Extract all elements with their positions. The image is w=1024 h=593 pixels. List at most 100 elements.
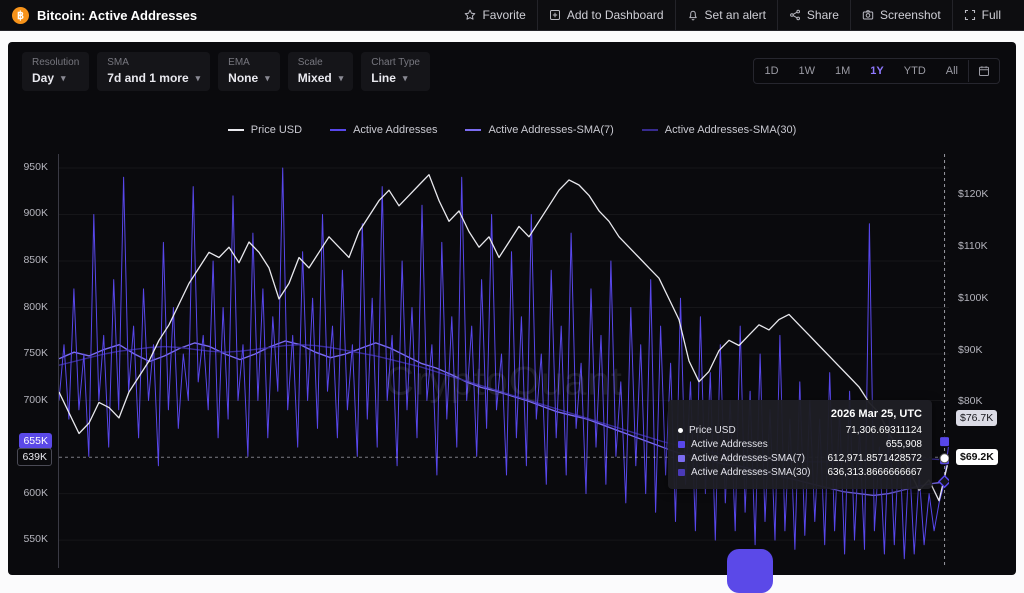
range-all-button[interactable]: All [945,65,958,77]
y-axis-tick-label: 800K [23,300,48,313]
range-ytd-button[interactable]: YTD [903,65,926,77]
control-label: SMA [107,57,129,68]
screenshot-icon [862,9,874,21]
chart-panel: Resolution Day ▾ SMA 7d and 1 more ▾ EMA None ▾ S… [8,42,1016,575]
share-button[interactable]: Share [776,0,850,31]
axis-value-badge: $76.7K [956,410,998,427]
range-1w-button[interactable]: 1W [798,65,816,77]
tooltip-series-label: Active Addresses-SMA(30) [691,467,811,478]
control-value: Day ▾ [32,71,79,85]
range-1m-button[interactable]: 1M [835,65,851,77]
legend-swatch [330,129,347,131]
calendar-button[interactable] [968,60,999,82]
dashboard-button[interactable]: Add to Dashboard [536,0,675,31]
y-axis-tick-label: 950K [23,160,48,173]
series-line-price-usd [59,174,949,502]
control-label: EMA [228,57,250,68]
tooltip-series-value: 71,306.69311124 [845,425,922,436]
y-axis-tick-label: 550K [23,533,48,546]
action-label: Full [981,8,1001,22]
y-axis-tick-label: $90K [958,343,983,356]
chevron-down-icon: ▾ [61,72,66,83]
chart-plot-area[interactable]: CryptoQuant [58,154,949,568]
tooltip-row: Price USD 71,306.69311124 [678,425,922,436]
series-marker-icon [678,455,685,462]
control-selected-value: Line [371,71,396,85]
header-actions: Favorite Add to Dashboard Set an alert Shar… [453,0,1012,31]
legend-label: Active Addresses [353,124,438,136]
header: ฿ Bitcoin: Active Addresses Favorite Add … [0,0,1024,31]
action-label: Share [806,8,839,22]
tooltip-series-label: Active Addresses-SMA(7) [691,453,805,464]
legend-item-2[interactable]: Active Addresses [330,124,437,136]
control-label: Resolution [32,57,80,68]
legend-swatch [227,129,244,131]
right-y-axis: $120K $110K $100K $90K $80K $76.7K $69.2K [956,154,1014,568]
page-title: Bitcoin: Active Addresses [37,7,198,23]
star-icon [464,9,476,21]
action-label: Set an alert [704,8,766,22]
star-button[interactable]: Favorite [453,0,536,31]
legend-item-4[interactable]: Active Addresses-SMA(30) [641,124,796,136]
control-ema[interactable]: EMA None ▾ [218,52,280,91]
share-icon [789,9,801,21]
control-resolution[interactable]: Resolution Day ▾ [22,52,90,91]
bitcoin-symbol: ฿ [17,9,24,22]
tooltip-rows: Price USD 71,306.69311124 Active Addresses… [678,425,922,478]
control-scale[interactable]: Scale Mixed ▾ [287,52,354,91]
y-axis-tick-label: $120K [958,188,989,201]
legend-swatch [465,129,482,131]
chevron-down-icon: ▾ [195,72,201,83]
bitcoin-icon: ฿ [12,6,29,24]
square-marker-icon [939,436,949,448]
header-title-group: ฿ Bitcoin: Active Addresses [12,6,198,24]
control-value: None ▾ [228,71,270,85]
control-selected-value: None [228,71,259,85]
chevron-down-icon: ▾ [265,72,270,83]
cryptoquant-logo [727,549,773,593]
y-axis-tick-label: $100K [958,291,989,304]
series-marker-icon [678,428,683,433]
tooltip-series-label: Active Addresses [691,439,768,450]
range-1y-button[interactable]: 1Y [870,65,884,77]
tooltip-row: Active Addresses 655,908 [678,439,922,450]
left-y-axis: 950K 900K 850K 800K 750K 700K 600K 550K 655K 639K [8,154,54,568]
time-range-group: 1D 1W 1M 1Y YTD All [753,58,1000,84]
control-selected-value: Mixed [297,71,332,85]
chart-canvas [59,154,949,568]
y-axis-tick-label: 700K [23,393,48,406]
tooltip-series-value: 612,971.8571428572 [827,453,922,464]
circle-marker-icon [939,453,949,464]
screenshot-button[interactable]: Screenshot [849,0,952,31]
chevron-down-icon: ▾ [402,72,408,83]
action-label: Screenshot [879,8,941,22]
y-axis-tick-label: 900K [23,207,48,220]
legend-label: Price USD [250,124,303,136]
tooltip-series-value: 636,313.8666666667 [827,467,922,478]
axis-value-badge: 655K [19,432,52,449]
bell-button[interactable]: Set an alert [674,0,777,31]
legend-swatch [641,129,658,131]
diamond-marker-icon [937,474,949,489]
dashboard-icon [549,9,561,21]
legend-item-1[interactable]: Price USD [227,124,303,136]
range-1d-button[interactable]: 1D [764,65,779,77]
control-value: Mixed ▾ [298,71,344,85]
control-sma[interactable]: SMA 7d and 1 more ▾ [97,52,211,91]
tooltip-series-label: Price USD [689,425,736,436]
chevron-down-icon: ▾ [338,72,344,83]
tooltip-date: 2026 Mar 25, UTC [830,408,922,420]
control-label: Scale [297,57,323,68]
control-chart-type[interactable]: Chart Type Line ▾ [361,52,430,91]
y-axis-tick-label: 850K [23,253,48,266]
legend-item-3[interactable]: Active Addresses-SMA(7) [465,124,614,136]
series-marker-icon [678,441,685,448]
bell-icon [687,9,699,21]
fullscreen-button[interactable]: Full [951,0,1012,31]
axis-value-badge: $69.2K [956,449,998,466]
control-value: Line ▾ [371,71,420,85]
series-marker-icon [678,469,685,476]
series-line-active-addresses [59,167,949,560]
chart-settings-toolbar: Resolution Day ▾ SMA 7d and 1 more ▾ EMA None ▾ S… [22,52,430,91]
y-axis-tick-label: $80K [958,395,983,408]
